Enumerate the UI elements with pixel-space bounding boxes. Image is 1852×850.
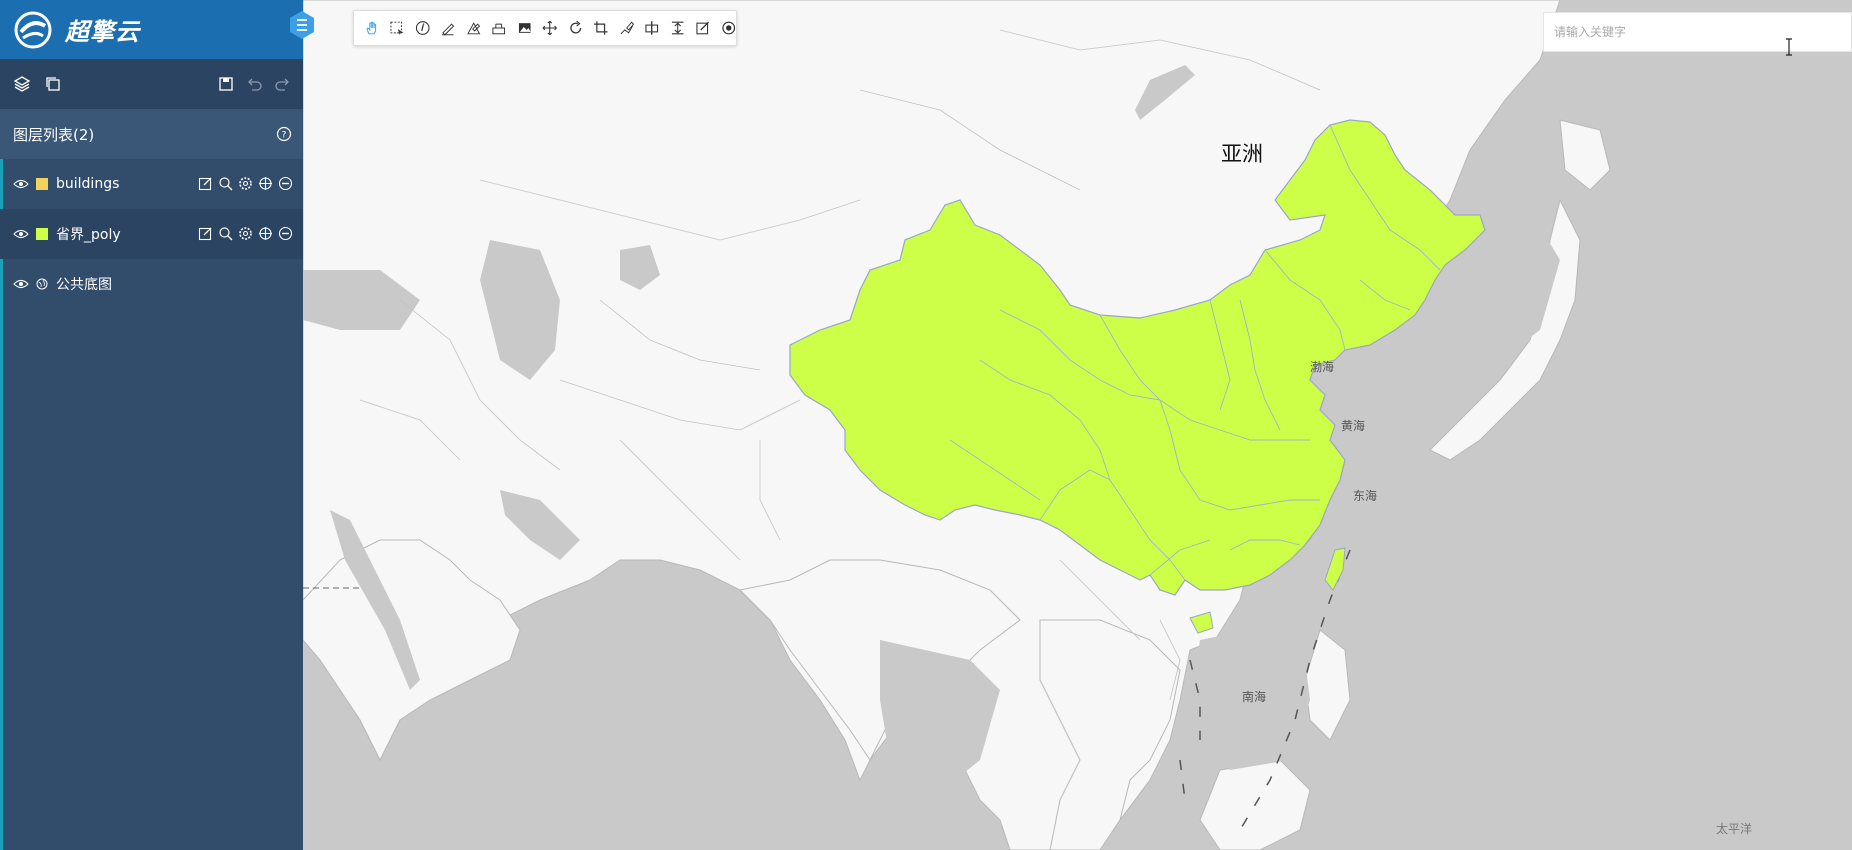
- layers-icon[interactable]: [13, 75, 31, 93]
- yellow-sea: [1320, 385, 1395, 460]
- layer-name: buildings: [56, 176, 120, 192]
- save-icon[interactable]: [217, 75, 235, 93]
- province-borders: [949, 124, 1441, 581]
- logo-icon: [14, 11, 52, 48]
- arabia-landmass: [303, 539, 521, 762]
- reshape-icon[interactable]: [619, 20, 634, 36]
- red-sea: [330, 510, 420, 690]
- edit-icon[interactable]: [198, 226, 213, 241]
- basemap: [303, 0, 1852, 850]
- locate-crosshair-icon[interactable]: [258, 226, 273, 241]
- help-icon[interactable]: ?: [275, 125, 293, 143]
- map-canvas[interactable]: 亚洲 渤海 黄海 东海 南海 太平洋: [303, 0, 1852, 850]
- taiwan-island: [1324, 547, 1346, 591]
- brand-name: 超擎云: [65, 18, 140, 46]
- layer-color-swatch: [36, 178, 48, 190]
- split-icon[interactable]: [644, 20, 659, 36]
- layer-name: 省界_poly: [56, 227, 121, 243]
- bay-of-bengal: [880, 640, 1000, 800]
- aral-sea: [620, 245, 660, 290]
- search-input[interactable]: [1544, 13, 1851, 51]
- copy-icon[interactable]: [44, 75, 62, 93]
- layer-item-buildings[interactable]: buildings: [0, 159, 303, 209]
- layer-name: 公共底图: [56, 277, 112, 293]
- search-box[interactable]: [1543, 12, 1852, 52]
- layers-header: 图层列表(2) ?: [0, 109, 303, 159]
- svg-text:?: ?: [282, 131, 287, 141]
- draw-polygon-icon[interactable]: [466, 20, 481, 36]
- layer-actions: [198, 176, 293, 191]
- layer-color-swatch: [36, 228, 48, 240]
- text-cursor-icon: [1786, 38, 1792, 56]
- map-label-yellow-sea: 黄海: [1341, 419, 1366, 433]
- measure-icon[interactable]: [491, 20, 506, 36]
- search-icon[interactable]: [218, 176, 233, 191]
- map-label-bohai: 渤海: [1310, 360, 1335, 374]
- basemap-globe-icon: [36, 278, 48, 290]
- rotate-icon[interactable]: [568, 20, 583, 36]
- visibility-eye-icon[interactable]: [13, 278, 29, 290]
- select-box-icon[interactable]: [389, 20, 404, 36]
- map-label-south-sea: 南海: [1242, 690, 1267, 704]
- image-layer-icon[interactable]: [517, 20, 532, 36]
- country-borders: [359, 29, 1321, 701]
- map-label-pacific: 太平洋: [1716, 822, 1753, 836]
- layer-item-basemap[interactable]: 公共底图: [0, 259, 303, 309]
- settings-gear-icon[interactable]: [238, 226, 253, 241]
- draw-line-icon[interactable]: [440, 20, 455, 36]
- se-asia-landmass: [1039, 619, 1181, 850]
- map-label-east-sea: 东海: [1353, 489, 1378, 503]
- brand-bar: 超擎云: [0, 0, 303, 59]
- caspian-sea: [480, 240, 560, 380]
- south-china-sea: [1190, 620, 1310, 770]
- sidebar: 超擎云 图层列表(2) ?: [0, 0, 303, 850]
- move-icon[interactable]: [542, 20, 558, 36]
- locate-crosshair-icon[interactable]: [258, 176, 273, 191]
- layer-actions: [198, 226, 293, 241]
- lake-baikal: [1135, 65, 1195, 120]
- maritime-boundary: [1179, 549, 1351, 831]
- layer-item-province-poly[interactable]: 省界_poly: [0, 209, 303, 259]
- persian-gulf: [500, 490, 580, 560]
- sea-of-japan: [1440, 210, 1560, 360]
- settings-gear-icon[interactable]: [238, 176, 253, 191]
- pan-hand-icon[interactable]: [364, 20, 379, 36]
- edit-icon[interactable]: [198, 176, 213, 191]
- hokkaido-landmass: [1559, 119, 1611, 191]
- visibility-eye-icon[interactable]: [13, 228, 29, 240]
- search-icon[interactable]: [218, 226, 233, 241]
- edit-attributes-icon[interactable]: [695, 20, 710, 36]
- map-toolbar: [353, 10, 737, 46]
- redo-icon[interactable]: [274, 75, 292, 93]
- remove-layer-icon[interactable]: [278, 226, 293, 241]
- visibility-eye-icon[interactable]: [13, 178, 29, 190]
- menu-toggle-icon[interactable]: [289, 10, 315, 40]
- sidebar-toolbar: [0, 59, 303, 109]
- map-label-asia: 亚洲: [1221, 142, 1263, 166]
- info-icon[interactable]: [415, 20, 430, 36]
- black-sea: [303, 270, 420, 330]
- undo-icon[interactable]: [245, 75, 263, 93]
- hainan-island: [1189, 611, 1214, 634]
- record-target-icon[interactable]: [721, 20, 736, 36]
- remove-layer-icon[interactable]: [278, 176, 293, 191]
- merge-icon[interactable]: [670, 20, 685, 36]
- scale-icon[interactable]: [593, 20, 608, 36]
- layers-title: 图层列表(2): [13, 125, 95, 144]
